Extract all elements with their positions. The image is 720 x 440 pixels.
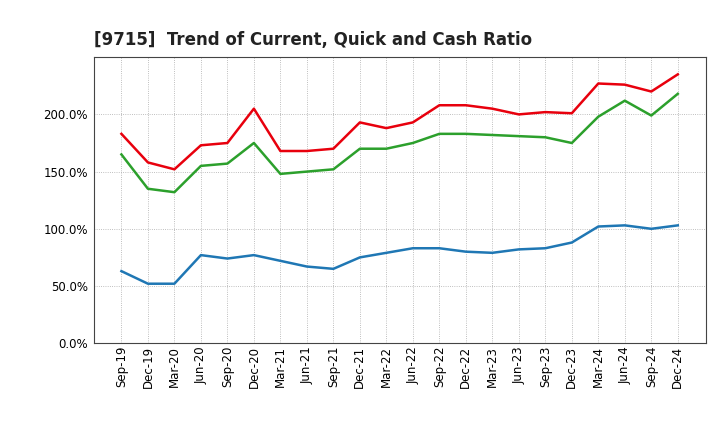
Cash Ratio xyxy=(594,224,603,229)
Current Ratio xyxy=(567,110,576,116)
Quick Ratio xyxy=(541,135,549,140)
Quick Ratio xyxy=(673,91,682,96)
Current Ratio xyxy=(276,148,284,154)
Current Ratio xyxy=(117,131,126,136)
Current Ratio xyxy=(356,120,364,125)
Quick Ratio xyxy=(647,113,656,118)
Quick Ratio xyxy=(250,140,258,146)
Cash Ratio xyxy=(197,253,205,258)
Current Ratio xyxy=(329,146,338,151)
Quick Ratio xyxy=(356,146,364,151)
Quick Ratio xyxy=(117,152,126,157)
Current Ratio xyxy=(541,110,549,115)
Current Ratio xyxy=(143,160,152,165)
Cash Ratio xyxy=(408,246,417,251)
Cash Ratio xyxy=(488,250,497,256)
Cash Ratio xyxy=(382,250,391,256)
Quick Ratio xyxy=(143,186,152,191)
Current Ratio xyxy=(382,125,391,131)
Cash Ratio xyxy=(673,223,682,228)
Quick Ratio xyxy=(515,133,523,139)
Quick Ratio xyxy=(567,140,576,146)
Cash Ratio xyxy=(329,266,338,271)
Current Ratio xyxy=(462,103,470,108)
Quick Ratio xyxy=(435,131,444,136)
Cash Ratio xyxy=(541,246,549,251)
Line: Cash Ratio: Cash Ratio xyxy=(122,225,678,284)
Cash Ratio xyxy=(435,246,444,251)
Current Ratio xyxy=(515,112,523,117)
Cash Ratio xyxy=(356,255,364,260)
Cash Ratio xyxy=(462,249,470,254)
Quick Ratio xyxy=(462,131,470,136)
Current Ratio xyxy=(647,89,656,94)
Cash Ratio xyxy=(117,268,126,274)
Current Ratio xyxy=(302,148,311,154)
Current Ratio xyxy=(673,72,682,77)
Quick Ratio xyxy=(488,132,497,138)
Current Ratio xyxy=(435,103,444,108)
Quick Ratio xyxy=(621,98,629,103)
Current Ratio xyxy=(170,167,179,172)
Current Ratio xyxy=(488,106,497,111)
Quick Ratio xyxy=(170,190,179,195)
Current Ratio xyxy=(223,140,232,146)
Current Ratio xyxy=(621,82,629,87)
Quick Ratio xyxy=(408,140,417,146)
Cash Ratio xyxy=(515,247,523,252)
Cash Ratio xyxy=(223,256,232,261)
Quick Ratio xyxy=(223,161,232,166)
Quick Ratio xyxy=(594,114,603,119)
Current Ratio xyxy=(594,81,603,86)
Quick Ratio xyxy=(382,146,391,151)
Current Ratio xyxy=(197,143,205,148)
Line: Quick Ratio: Quick Ratio xyxy=(122,94,678,192)
Cash Ratio xyxy=(621,223,629,228)
Cash Ratio xyxy=(276,258,284,264)
Cash Ratio xyxy=(250,253,258,258)
Cash Ratio xyxy=(647,226,656,231)
Quick Ratio xyxy=(197,163,205,169)
Quick Ratio xyxy=(276,171,284,176)
Quick Ratio xyxy=(302,169,311,174)
Current Ratio xyxy=(250,106,258,111)
Cash Ratio xyxy=(302,264,311,269)
Cash Ratio xyxy=(567,240,576,245)
Current Ratio xyxy=(408,120,417,125)
Text: [9715]  Trend of Current, Quick and Cash Ratio: [9715] Trend of Current, Quick and Cash … xyxy=(94,31,532,49)
Cash Ratio xyxy=(143,281,152,286)
Cash Ratio xyxy=(170,281,179,286)
Quick Ratio xyxy=(329,167,338,172)
Line: Current Ratio: Current Ratio xyxy=(122,74,678,169)
